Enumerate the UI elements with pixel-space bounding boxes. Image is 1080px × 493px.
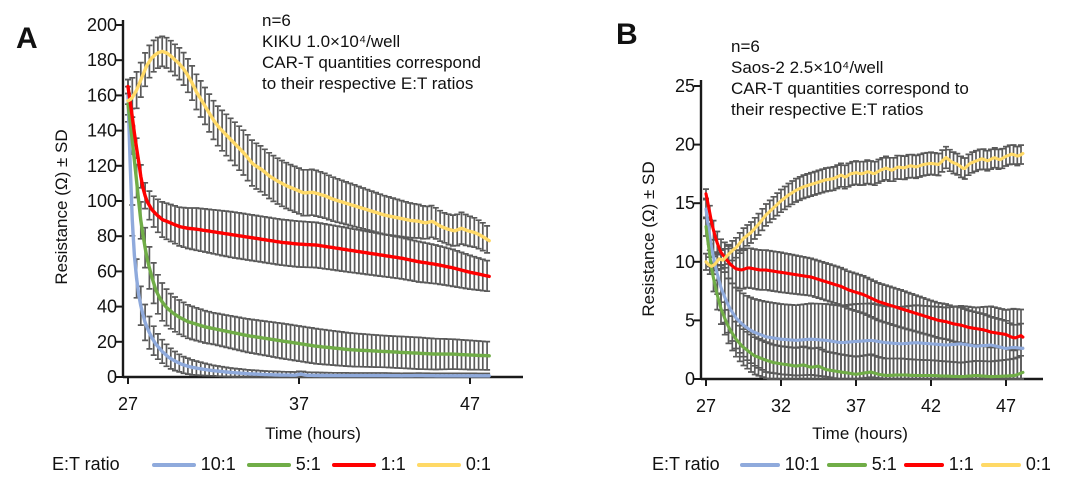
y-tick-label: 140	[87, 121, 117, 141]
line-10:1	[126, 93, 491, 378]
legend-item-10-1: 10:1	[739, 454, 820, 475]
x-tick-label: 32	[771, 396, 791, 416]
panel-b-label: B	[616, 18, 638, 51]
y-tick-label: 20	[97, 332, 117, 352]
y-tick-label: 60	[97, 261, 117, 281]
legend-label-0-1: 0:1	[1025, 454, 1051, 474]
legend-item-5-1: 5:1	[826, 454, 897, 475]
y-tick-label: 160	[87, 85, 117, 105]
y-tick-label: 80	[97, 226, 117, 246]
x-tick-label: 42	[921, 396, 941, 416]
legend-line-swatch-10-1	[739, 462, 780, 467]
line-0:1	[704, 151, 1025, 268]
x-tick-label: 37	[289, 394, 309, 414]
y-tick-label: 20	[675, 135, 695, 155]
panel-b-annotation: n=6 Saos-2 2.5×10⁴/well CAR-T quantities…	[731, 37, 969, 119]
x-tick-label: 37	[846, 396, 866, 416]
legend-item-0-1: 0:1	[980, 454, 1051, 475]
legend-item-0-1: 0:1	[416, 454, 491, 475]
panel-a-legend: E:T ratio 10:1 5:1 1:1 0:1	[52, 454, 502, 475]
legend-line-swatch-0-1	[416, 462, 461, 467]
y-tick-label: 180	[87, 50, 117, 70]
legend-label-5-1: 5:1	[295, 454, 321, 474]
legend-item-5-1: 5:1	[246, 454, 321, 475]
panel-b-y-axis-title: Resistance (Ω) ± SD	[639, 161, 658, 317]
x-tick-label: 47	[996, 396, 1016, 416]
y-tick-label: 0	[685, 369, 695, 389]
legend-item-10-1: 10:1	[151, 454, 236, 475]
line-0:1	[126, 49, 491, 243]
y-tick-label: 25	[675, 76, 695, 96]
legend-label-1-1: 1:1	[948, 454, 974, 474]
x-tick-label: 27	[696, 396, 716, 416]
panel-a-annotation: n=6 KIKU 1.0×10⁴/well CAR-T quantities c…	[262, 11, 481, 93]
panel-a-x-axis-title: Time (hours)	[265, 424, 361, 443]
y-tick-label: 5	[685, 310, 695, 330]
y-tick-label: 15	[675, 193, 695, 213]
line-10:1	[704, 207, 1025, 351]
line-1:1	[126, 84, 491, 279]
legend-line-swatch-5-1	[246, 462, 291, 467]
legend-label-10-1: 10:1	[200, 454, 236, 474]
panel-b-x-axis-title: Time (hours)	[812, 424, 908, 443]
panel-b-legend: E:T ratio 10:1 5:1 1:1 0:1	[652, 454, 1058, 475]
x-tick-label: 27	[118, 394, 138, 414]
line-1:1	[704, 192, 1025, 340]
y-tick-label: 0	[107, 367, 117, 387]
y-tick-label: 40	[97, 297, 117, 317]
legend-label-1-1: 1:1	[380, 454, 406, 474]
legend-line-swatch-1-1	[331, 462, 376, 467]
legend-item-1-1: 1:1	[331, 454, 406, 475]
legend-line-swatch-0-1	[980, 462, 1021, 467]
y-tick-label: 10	[675, 252, 695, 272]
legend-item-1-1: 1:1	[903, 454, 974, 475]
legend-label-0-1: 0:1	[465, 454, 491, 474]
legend-title: E:T ratio	[652, 454, 720, 474]
legend-label-5-1: 5:1	[871, 454, 897, 474]
panel-b-plot: 0 5 10 15 20 25 27 32 37 42 47	[675, 76, 1043, 416]
legend-line-swatch-1-1	[903, 462, 944, 467]
legend-title: E:T ratio	[52, 454, 120, 474]
panel-a-plot: 0 20 40 60 80 100 120 140 160 180 200 27 37 47	[87, 15, 523, 414]
legend-label-10-1: 10:1	[784, 454, 820, 474]
line-5:1	[126, 102, 491, 358]
panel-a-y-axis-title: Resistance (Ω) ± SD	[52, 129, 71, 285]
y-tick-label: 120	[87, 156, 117, 176]
x-tick-label: 47	[460, 394, 480, 414]
y-tick-label: 200	[87, 15, 117, 35]
y-tick-label: 100	[87, 191, 117, 211]
line-5:1	[704, 225, 1025, 379]
legend-line-swatch-5-1	[826, 462, 867, 467]
legend-line-swatch-10-1	[151, 462, 196, 467]
panel-a-label: A	[16, 22, 38, 55]
